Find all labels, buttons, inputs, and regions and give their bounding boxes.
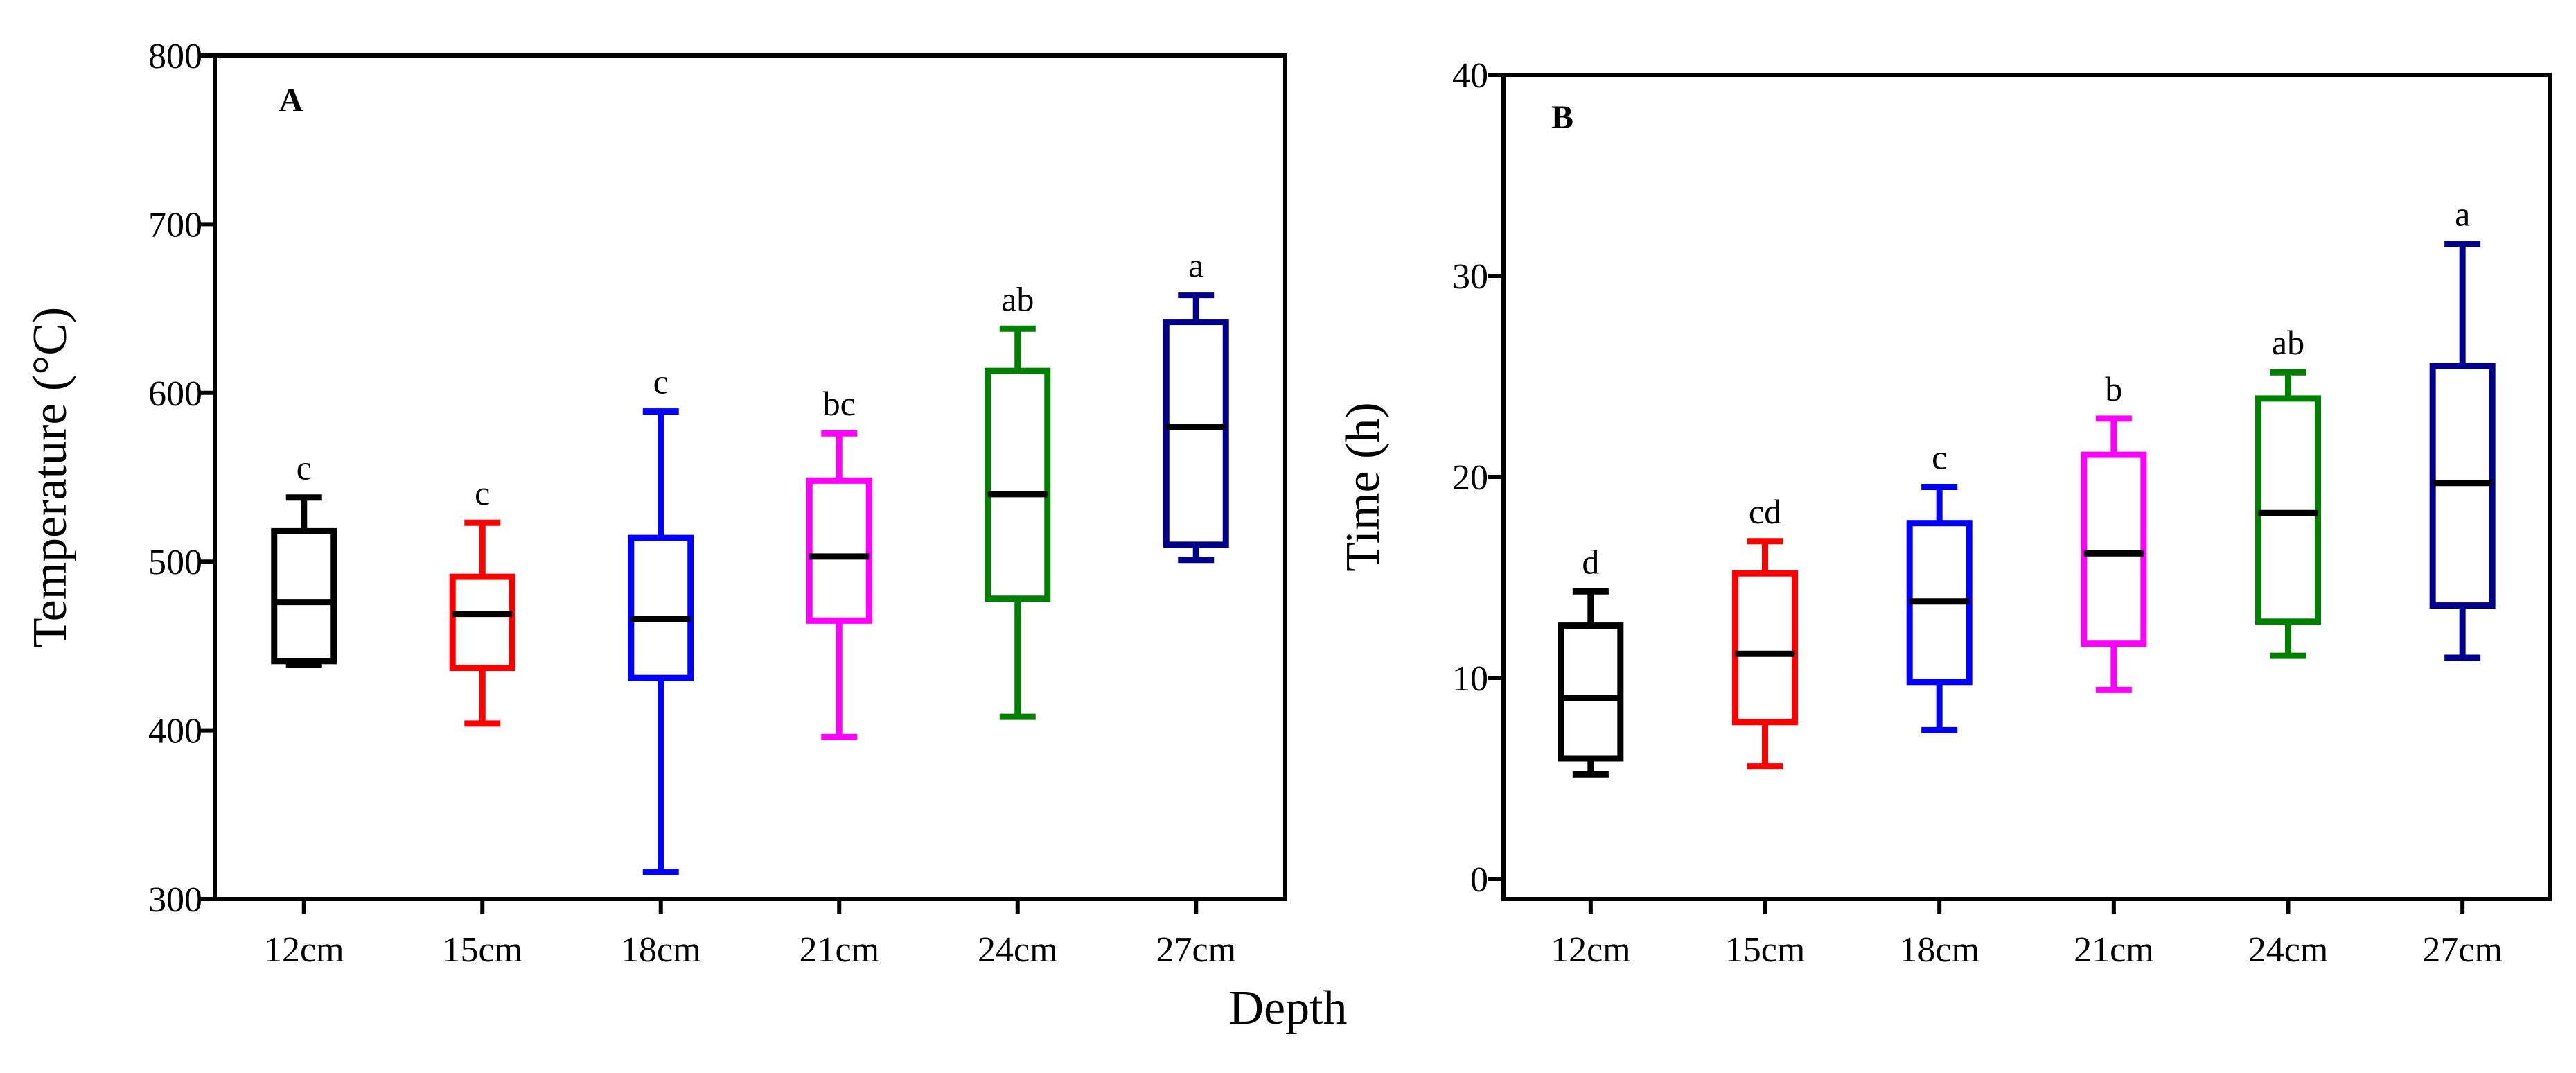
box-21cm: b [2081,369,2147,693]
significance-label: b [2105,369,2122,408]
box-27cm: a [1163,246,1229,564]
x-tick-label: 18cm [621,930,701,970]
significance-label: ab [2272,323,2304,362]
y-tick-label: 500 [148,543,202,582]
significance-label: ab [1001,279,1034,318]
y-axis-title: Time (h) [1336,402,1390,571]
plot-frame [213,53,1287,901]
box-18cm: c [1906,438,1973,733]
x-tick-label: 12cm [264,930,344,970]
significance-label: c [1932,438,1947,477]
box-iqr [449,573,515,672]
box-iqr [628,534,694,681]
box-24cm: ab [2255,323,2321,659]
panel-A: 300 400 500 600 700 800 Temperature (°C) A 12cm 1… [24,37,1287,970]
y-tick-label: 10 [1452,659,1488,699]
y-tick-label: 800 [148,37,202,76]
y-tick-label: 300 [148,880,202,920]
box-iqr [985,367,1051,602]
x-tick-label: 15cm [1725,930,1806,970]
significance-label: bc [823,384,856,423]
plot-frame [1501,73,2552,901]
box-21cm: bc [806,384,872,740]
significance-label: c [653,363,669,401]
panel-B: 0 10 20 30 40 Time (h) B 12cm 15cm 18cm 21cm 24cm 27… [1336,56,2552,970]
box-24cm: ab [985,279,1051,720]
y-tick-label: 700 [148,205,202,245]
x-tick-label: 21cm [799,930,879,970]
y-tick-label: 0 [1470,860,1488,900]
box-27cm: a [2429,195,2496,661]
shared-x-axis-label: Depth [1228,982,1348,1035]
x-tick-label: 12cm [1551,930,1631,970]
significance-label: d [1582,542,1599,581]
box-15cm: cd [1732,492,1798,770]
y-tick-label: 400 [148,712,202,751]
box-iqr [271,527,337,665]
y-tick-label: 600 [148,374,202,414]
significance-label: a [1188,246,1203,285]
x-tick-label: 18cm [1899,930,1979,970]
box-18cm: c [628,363,694,875]
panel-label: A [279,82,303,119]
y-tick-label: 20 [1452,458,1488,498]
box-iqr [1732,570,1798,726]
y-tick-label: 30 [1452,257,1488,297]
significance-label: c [475,473,490,512]
x-tick-label: 15cm [442,930,522,970]
box-iqr [806,477,872,624]
significance-label: cd [1749,492,1781,531]
box-15cm: c [449,473,515,727]
x-tick-label: 24cm [2248,930,2329,970]
x-tick-label: 21cm [2074,930,2154,970]
y-tick-label: 40 [1452,56,1488,96]
significance-label: c [297,448,312,487]
x-tick-label: 27cm [2422,930,2503,970]
x-tick-label: 24cm [978,930,1058,970]
x-tick-label: 27cm [1156,930,1236,970]
significance-label: a [2455,195,2470,234]
panel-label: B [1551,99,1573,136]
box-iqr [1558,622,1624,762]
box-iqr [2081,451,2147,647]
box-12cm: c [271,448,337,668]
y-axis-title: Temperature (°C) [24,307,77,647]
box-iqr [1163,319,1229,548]
box-12cm: d [1558,542,1624,778]
